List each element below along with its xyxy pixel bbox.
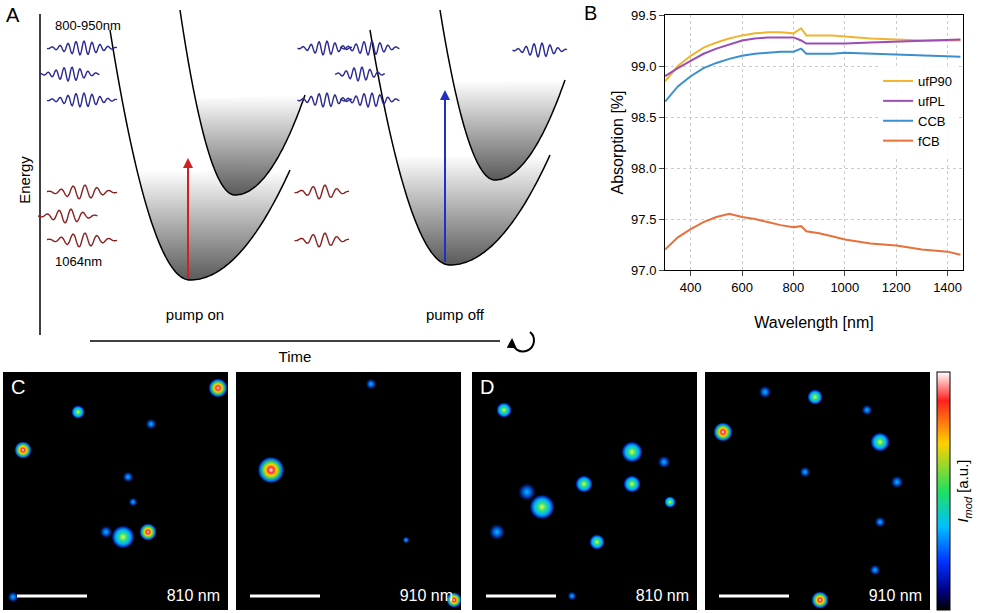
svg-text:99.0: 99.0 (631, 59, 656, 74)
svg-text:Time: Time (279, 348, 312, 365)
svg-text:99.5: 99.5 (631, 8, 656, 23)
svg-text:fCB: fCB (918, 134, 940, 149)
svg-text:ufPL: ufPL (918, 94, 945, 109)
svg-text:A: A (6, 4, 20, 26)
svg-text:1000: 1000 (830, 280, 859, 295)
svg-text:800-950nm: 800-950nm (55, 18, 121, 33)
svg-text:97.5: 97.5 (631, 212, 656, 227)
svg-text:800: 800 (783, 280, 805, 295)
svg-text:ufP90: ufP90 (918, 74, 952, 89)
svg-text:C: C (11, 376, 25, 398)
svg-text:98.5: 98.5 (631, 110, 656, 125)
svg-text:Wavelength [nm]: Wavelength [nm] (754, 314, 873, 331)
svg-text:810 nm: 810 nm (167, 587, 220, 604)
svg-text:910 nm: 910 nm (400, 587, 453, 604)
svg-text:Absorption [%]: Absorption [%] (609, 90, 626, 194)
svg-text:1400: 1400 (933, 280, 962, 295)
svg-text:97.0: 97.0 (631, 263, 656, 278)
svg-text:910 nm: 910 nm (869, 587, 922, 604)
svg-text:D: D (480, 376, 494, 398)
svg-text:98.0: 98.0 (631, 161, 656, 176)
svg-text:1200: 1200 (882, 280, 911, 295)
html-text:B: B (584, 2, 598, 24)
svg-text:400: 400 (680, 280, 702, 295)
svg-text:600: 600 (731, 280, 753, 295)
svg-text:810 nm: 810 nm (636, 587, 689, 604)
svg-text:CCB: CCB (918, 114, 945, 129)
svg-text:Imod [a.u.]: Imod [a.u.] (954, 459, 974, 522)
svg-text:1064nm: 1064nm (55, 254, 102, 269)
svg-text:pump off: pump off (426, 306, 485, 323)
svg-text:pump on: pump on (166, 306, 224, 323)
svg-text:Energy: Energy (16, 156, 33, 204)
